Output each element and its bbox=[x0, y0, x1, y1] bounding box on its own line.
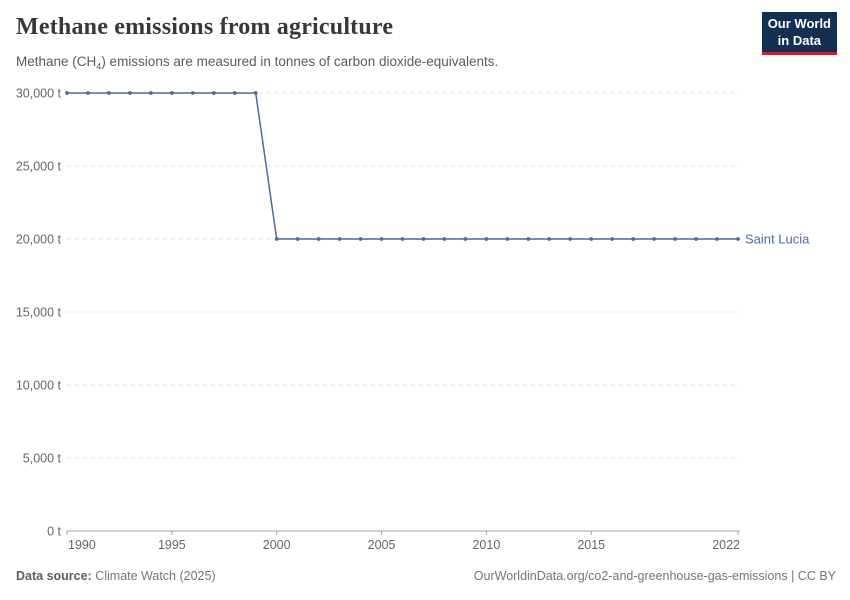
license-link[interactable]: OurWorldinData.org/co2-and-greenhouse-ga… bbox=[473, 569, 836, 583]
data-point bbox=[547, 237, 552, 241]
data-point bbox=[65, 91, 69, 95]
data-point bbox=[107, 91, 111, 95]
data-point bbox=[86, 91, 90, 95]
data-point bbox=[610, 237, 615, 241]
x-tick-label: 2022 bbox=[712, 538, 740, 552]
y-tick-label: 25,000 t bbox=[16, 160, 62, 174]
logo-text-line1: Our World bbox=[767, 16, 831, 31]
data-point bbox=[694, 237, 698, 241]
data-source-value: Climate Watch (2025) bbox=[91, 569, 216, 583]
data-point bbox=[484, 237, 489, 241]
data-point bbox=[358, 237, 363, 241]
y-tick-label: 30,000 t bbox=[16, 87, 62, 101]
data-point bbox=[568, 237, 573, 241]
data-point bbox=[295, 237, 300, 241]
data-point bbox=[190, 91, 195, 95]
page-title: Methane emissions from agriculture bbox=[16, 14, 394, 40]
subtitle-subscript: 4 bbox=[96, 61, 102, 72]
chart-footer: Data source: Climate Watch (2025) OurWor… bbox=[16, 569, 836, 583]
x-tick-label: 2005 bbox=[368, 538, 396, 552]
data-point bbox=[526, 237, 531, 241]
x-tick-label: 2010 bbox=[472, 538, 500, 552]
data-point bbox=[148, 91, 153, 95]
y-tick-label: 15,000 t bbox=[16, 306, 62, 320]
data-point bbox=[169, 91, 174, 95]
x-tick-label: 2015 bbox=[577, 538, 605, 552]
y-tick-label: 10,000 t bbox=[16, 379, 62, 393]
chart-plot[interactable]: 0 t 5,000 t 10,000 t 15,000 t 20,000 t 25,000… bbox=[0, 80, 850, 560]
y-tick-label: 5,000 t bbox=[23, 452, 62, 466]
data-point bbox=[211, 91, 216, 95]
data-point bbox=[463, 237, 468, 241]
data-point bbox=[274, 237, 279, 241]
data-point bbox=[589, 237, 594, 241]
series-label: Saint Lucia bbox=[745, 232, 810, 247]
data-point bbox=[253, 91, 258, 95]
x-tick-label: 1995 bbox=[158, 538, 186, 552]
x-tick-label: 2000 bbox=[263, 538, 291, 552]
subtitle-prefix: Methane (CH bbox=[16, 54, 97, 69]
data-point bbox=[316, 237, 321, 241]
logo-text-line2: in Data bbox=[777, 32, 822, 48]
data-point bbox=[736, 237, 740, 241]
data-point bbox=[652, 237, 657, 241]
data-point bbox=[715, 237, 719, 241]
data-source-label: Data source: bbox=[16, 569, 92, 583]
y-tick-label: 0 t bbox=[47, 525, 61, 539]
owid-logo[interactable]: Our World in Data bbox=[761, 12, 837, 56]
subtitle-suffix: ) emissions are measured in tonnes of ca… bbox=[101, 54, 499, 69]
data-point bbox=[505, 237, 510, 241]
data-point bbox=[421, 237, 426, 241]
data-point bbox=[379, 237, 384, 241]
y-tick-label: 20,000 t bbox=[16, 233, 62, 247]
data-point bbox=[337, 237, 342, 241]
data-point bbox=[631, 237, 636, 241]
data-point bbox=[232, 91, 237, 95]
x-tick-label: 1990 bbox=[68, 538, 96, 552]
data-point bbox=[400, 237, 405, 241]
data-point bbox=[128, 91, 132, 95]
chart-subtitle: Methane (CH4) emissions are measured in … bbox=[16, 54, 498, 72]
data-point bbox=[673, 237, 677, 241]
data-point bbox=[442, 237, 447, 241]
data-source: Data source: Climate Watch (2025) bbox=[16, 569, 216, 583]
